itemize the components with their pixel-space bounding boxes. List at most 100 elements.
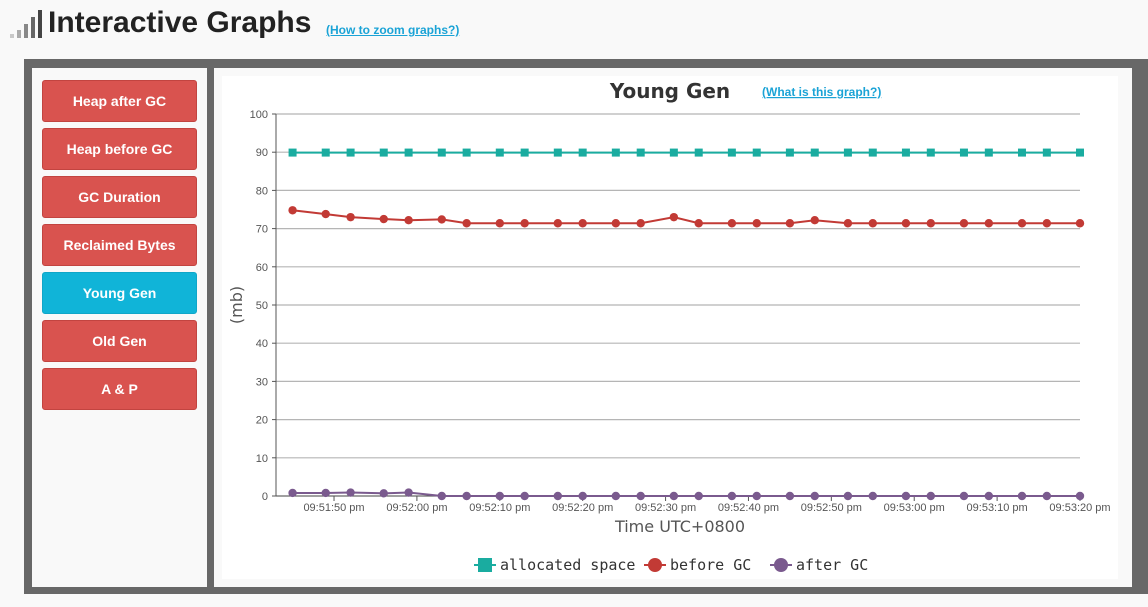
data-point [901, 219, 911, 228]
data-point [611, 491, 621, 501]
y-axis-label: (mb) [227, 286, 246, 324]
heap-after-gc-button[interactable]: Heap after GC [42, 80, 197, 122]
data-point [346, 148, 355, 157]
x-axis-label: Time UTC+0800 [614, 517, 745, 536]
data-point [553, 148, 562, 157]
data-point [810, 215, 819, 225]
data-point [727, 491, 737, 501]
data-point [321, 488, 330, 498]
data-point [321, 148, 330, 157]
data-point [926, 219, 936, 228]
y-tick-label: 20 [256, 415, 268, 427]
x-tick-label: 09:52:30 pm [635, 502, 696, 514]
data-point [959, 491, 969, 501]
data-point [1042, 491, 1052, 501]
data-point [752, 491, 761, 501]
y-tick-label: 50 [256, 300, 268, 312]
data-point [1042, 219, 1052, 228]
data-point [959, 219, 969, 228]
data-point [437, 148, 446, 157]
data-point [984, 148, 993, 157]
data-point [288, 206, 297, 215]
data-point [321, 209, 330, 219]
x-tick-label: 09:53:20 pm [1049, 502, 1110, 514]
data-point [636, 219, 645, 228]
x-tick-label: 09:53:10 pm [967, 502, 1028, 514]
page-header: Interactive Graphs (How to zoom graphs?) [0, 0, 1148, 52]
data-point [346, 488, 355, 497]
zoom-help-link[interactable]: (How to zoom graphs?) [326, 23, 460, 37]
legend-label: allocated space [500, 556, 635, 574]
data-point [346, 212, 355, 222]
data-point [404, 215, 413, 225]
y-tick-label: 40 [256, 338, 268, 350]
x-tick-label: 09:52:40 pm [718, 502, 779, 514]
data-point [1017, 219, 1027, 228]
data-point [959, 148, 968, 157]
x-tick-label: 09:51:50 pm [303, 502, 364, 514]
data-point [404, 148, 413, 157]
y-tick-label: 10 [256, 453, 268, 465]
data-point [868, 491, 877, 501]
data-point [694, 219, 703, 228]
data-point [288, 488, 297, 498]
data-point [520, 491, 529, 501]
data-point [553, 219, 563, 228]
legend-marker [774, 558, 788, 572]
data-point [984, 219, 994, 228]
data-point [669, 491, 679, 501]
signal-bars-icon [10, 10, 42, 38]
reclaimed-bytes-button[interactable]: Reclaimed Bytes [42, 224, 197, 266]
data-point [752, 148, 761, 157]
series-line [292, 209, 1080, 225]
data-point [727, 148, 736, 157]
data-point [694, 148, 703, 157]
old-gen-button[interactable]: Old Gen [42, 320, 197, 362]
what-is-this-graph-link[interactable]: (What is this graph?) [762, 85, 881, 99]
series-group [288, 148, 1085, 501]
data-point [727, 219, 737, 228]
legend: allocated space before GC after GC [474, 556, 868, 574]
legend-label: after GC [796, 556, 868, 574]
data-point [462, 219, 471, 228]
legend-label: before GC [670, 556, 751, 574]
data-point [1076, 148, 1084, 157]
data-point [669, 148, 678, 157]
data-point [810, 491, 819, 501]
data-point [1042, 148, 1051, 157]
data-point [404, 488, 413, 497]
data-point [611, 148, 620, 157]
data-point [520, 219, 529, 228]
x-tick-label: 09:52:20 pm [552, 502, 613, 514]
data-point [752, 219, 761, 228]
data-point [785, 148, 794, 157]
data-point [843, 219, 853, 228]
data-point [843, 148, 852, 157]
y-tick-label: 60 [256, 262, 268, 274]
a-and-p-button[interactable]: A & P [42, 368, 197, 410]
data-point [901, 148, 910, 157]
data-point [520, 148, 529, 157]
young-gen-button[interactable]: Young Gen [42, 272, 197, 314]
data-point [495, 219, 504, 228]
data-point [462, 148, 471, 157]
data-point [1075, 491, 1085, 501]
data-point [462, 491, 471, 501]
heap-before-gc-button[interactable]: Heap before GC [42, 128, 197, 170]
data-point [553, 491, 563, 501]
axes: 0 10 20 30 40 50 60 70 80 90 100 09:51:50 pm 09:52:0… [250, 109, 1111, 514]
data-point [636, 491, 645, 501]
data-point [288, 148, 297, 157]
data-point [437, 215, 446, 224]
data-point [379, 489, 388, 498]
data-point [636, 148, 645, 157]
data-point [1017, 148, 1026, 157]
data-point [984, 491, 994, 501]
data-point [578, 148, 587, 157]
data-point [495, 491, 504, 501]
data-point [843, 491, 853, 501]
gc-duration-button[interactable]: GC Duration [42, 176, 197, 218]
page-title: Interactive Graphs [48, 6, 312, 39]
data-point [810, 148, 819, 157]
